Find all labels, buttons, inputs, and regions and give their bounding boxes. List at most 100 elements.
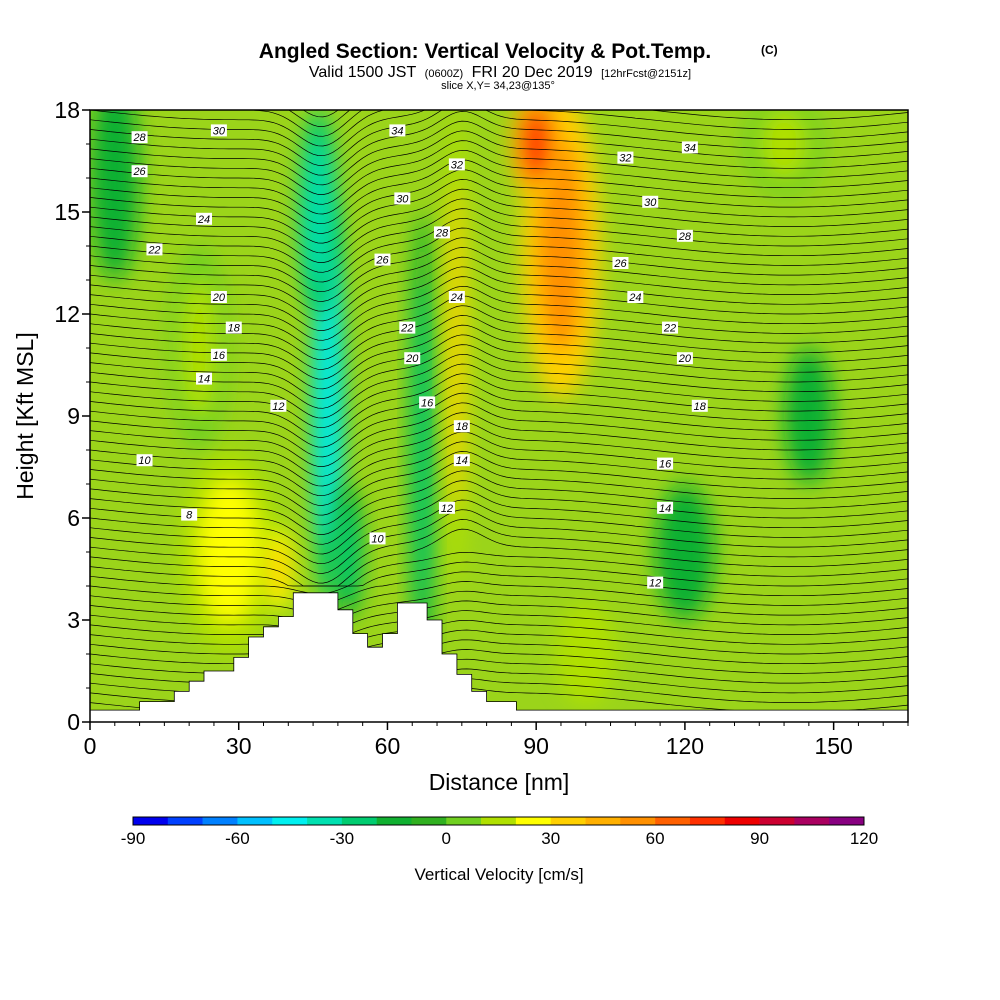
velocity-cell-core (317, 256, 339, 542)
contour-label-text: 14 (198, 374, 210, 386)
contour-label-text: 16 (213, 350, 226, 362)
contour-label-bg (419, 396, 436, 409)
isentrope-line (90, 276, 908, 341)
contour-label: 14 (453, 454, 470, 467)
isentrope-contours (90, 110, 908, 721)
contour-label: 16 (210, 348, 227, 362)
isentrope-line (90, 120, 908, 186)
contour-label: 30 (642, 195, 659, 209)
contour-label: 34 (389, 124, 406, 137)
velocity-cell (179, 450, 279, 654)
contour-label: 26 (374, 253, 391, 267)
contour-label-text: 8 (186, 510, 193, 522)
contour-label-bg (210, 124, 227, 137)
contour-label-bg (399, 321, 416, 334)
velocity-cell-core (199, 480, 259, 624)
velocity-cell-core (537, 138, 585, 354)
colorbar-tick-label: -90 (121, 829, 146, 848)
contour-label-bg (270, 399, 287, 412)
contour-label-text: 22 (147, 244, 160, 256)
contour-label-text: 32 (619, 153, 631, 165)
colorbar-swatch (829, 817, 865, 825)
isentrope-line (90, 499, 908, 565)
isentrope-line (90, 392, 908, 458)
contour-label-bg (642, 195, 659, 208)
x-tick-label: 120 (666, 733, 704, 759)
contour-label-bg (448, 291, 465, 303)
velocity-cell (511, 110, 561, 195)
contour-labels: 2826302422201816141210834323028262422201… (131, 124, 708, 590)
isentrope-line (90, 373, 908, 438)
colorbar-swatch (133, 817, 169, 825)
contour-label-text: 30 (213, 125, 226, 137)
isentrope-line (90, 217, 908, 283)
contour-label: 32 (448, 158, 465, 171)
isentrope-line (90, 110, 908, 147)
isentrope-line (90, 451, 908, 516)
colorbar-tick-label: 60 (646, 829, 665, 848)
colorbar-tick-label: -30 (330, 829, 355, 848)
subtitle-date: FRI 20 Dec 2019 (472, 64, 593, 81)
contour-label: 12 (647, 576, 664, 590)
colorbar (132, 816, 865, 826)
contour-label-bg (181, 508, 198, 521)
contour-label-text: 26 (613, 258, 627, 270)
contour-label-text: 24 (450, 292, 463, 304)
velocity-cell (556, 603, 616, 705)
contour-label: 28 (433, 226, 450, 239)
isentrope-line (90, 571, 908, 604)
contour-label: 30 (394, 192, 411, 205)
isentrope-line (90, 140, 908, 205)
velocity-cell-core (338, 504, 357, 600)
y-axis: 0 3 6 9 12 15 18 (54, 97, 90, 735)
colorbar-swatch (794, 817, 830, 825)
isentrope-line (90, 402, 908, 467)
y-tick-label: 0 (67, 709, 80, 735)
terrain-mask (90, 592, 908, 722)
isentrope-line (90, 237, 908, 302)
x-axis: 0 30 60 90 120 150 (84, 722, 909, 759)
x-tick-label: 30 (226, 733, 252, 759)
isentrope-line (90, 581, 908, 614)
velocity-cell-core (667, 504, 703, 600)
isentrope-line (90, 561, 908, 595)
subtitle-zulu: (0600Z) (425, 68, 464, 80)
contour-label-text: 20 (678, 353, 692, 365)
isentrope-line (90, 344, 908, 409)
contour-label: 18 (225, 321, 242, 335)
contour-label-bg (657, 457, 674, 470)
contour-label-bg (453, 454, 470, 467)
contour-label-text: 18 (694, 401, 707, 413)
contour-label: 12 (270, 399, 287, 413)
colorbar-title: Vertical Velocity [cm/s] (414, 865, 583, 884)
contour-label: 28 (131, 131, 148, 144)
contour-label-text: 14 (456, 455, 468, 467)
contour-label-text: 22 (400, 323, 413, 335)
contour-label-text: 12 (272, 401, 284, 413)
contour-label-bg (210, 291, 227, 303)
contour-label-bg (196, 372, 213, 385)
isentrope-line (90, 169, 908, 234)
contour-label: 30 (210, 124, 227, 137)
chart-title: Angled Section: Vertical Velocity & Pot.… (259, 40, 711, 63)
contour-label-text: 28 (678, 231, 692, 243)
isentrope-line (90, 519, 908, 584)
isentrope-line (90, 383, 908, 448)
colorbar-swatch (167, 817, 203, 825)
velocity-cell (263, 528, 294, 610)
colorbar-swatch (341, 817, 377, 825)
contour-label-bg (691, 399, 708, 412)
isentrope-line (90, 305, 908, 370)
y-tick-label: 18 (54, 97, 80, 123)
isentrope-line (90, 227, 908, 293)
x-tick-label: 150 (814, 733, 852, 759)
colorbar-swatch (689, 817, 726, 825)
contour-label: 16 (657, 457, 674, 471)
isentrope-line (90, 266, 908, 331)
velocity-cell (784, 348, 834, 484)
contour-label-text: 10 (138, 455, 151, 467)
isentrope-line (90, 247, 908, 312)
isentrope-line (90, 179, 908, 244)
contour-label-bg (438, 501, 455, 514)
contour-label: 32 (617, 151, 634, 165)
